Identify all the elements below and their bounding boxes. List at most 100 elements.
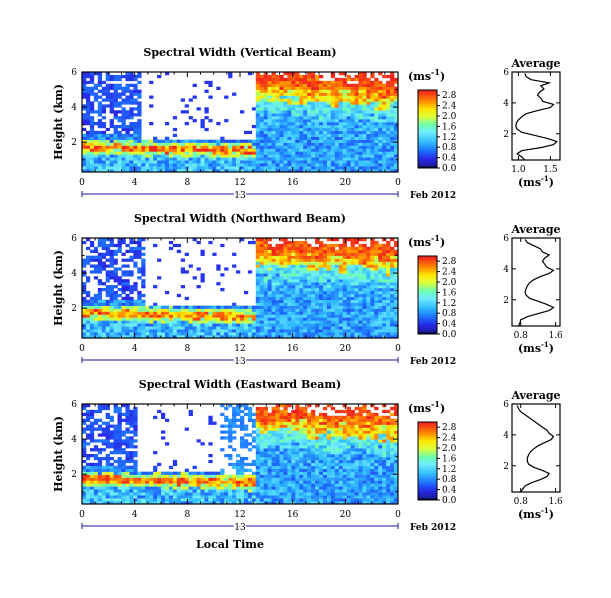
heatmap-cell	[378, 98, 383, 102]
heatmap-cell	[161, 160, 166, 164]
heatmap-cell	[271, 160, 276, 164]
heatmap-cell	[386, 335, 391, 339]
heatmap-cell	[322, 285, 328, 289]
heatmap-cell	[113, 261, 118, 265]
heatmap-cell	[216, 314, 221, 318]
heatmap-cell	[137, 477, 142, 481]
heatmap-cell	[366, 246, 371, 251]
heatmap-cell	[263, 290, 268, 295]
heatmap-cell	[370, 293, 375, 298]
heatmap-cell	[82, 427, 87, 431]
heatmap-cell	[271, 74, 276, 79]
heatmap-cell	[338, 273, 343, 277]
heatmap-cell	[145, 326, 150, 330]
heatmap-cell	[216, 151, 221, 155]
heatmap-cell	[362, 249, 367, 253]
heatmap-cell	[196, 240, 201, 245]
heatmap-cell	[228, 160, 233, 164]
heatmap-cell	[386, 107, 391, 111]
heatmap-cell	[109, 335, 114, 339]
heatmap-cell	[374, 267, 379, 271]
heatmap-cell	[366, 124, 371, 129]
heatmap-cell	[172, 154, 178, 158]
heatmap-cell	[172, 116, 178, 120]
heatmap-cell	[161, 412, 166, 417]
colorbar-segment	[418, 263, 437, 267]
heatmap-cell	[208, 486, 213, 490]
heatmap-cell	[346, 89, 351, 93]
heatmap-cell	[334, 122, 340, 126]
heatmap-cell	[200, 335, 205, 339]
heatmap-cell	[157, 308, 162, 312]
heatmap-cell	[315, 270, 320, 274]
heatmap-cell	[354, 145, 359, 149]
heatmap-cell	[291, 80, 296, 85]
colorbar-segment	[418, 150, 437, 153]
heatmap-cell	[362, 273, 367, 277]
heatmap-cell	[283, 77, 288, 82]
heatmap-cell	[97, 471, 103, 475]
heatmap-cell	[236, 454, 241, 458]
heatmap-cell	[82, 151, 87, 155]
heatmap-cell	[382, 86, 387, 90]
heatmap-cell	[85, 329, 91, 333]
heatmap-cell	[153, 474, 158, 478]
heatmap-cell	[236, 409, 241, 414]
heatmap-cell	[307, 130, 312, 135]
heatmap-cell	[192, 465, 197, 469]
heatmap-cell	[204, 320, 209, 324]
heatmap-cell	[149, 157, 154, 161]
heatmap-cell	[354, 335, 359, 339]
heatmap-cell	[172, 169, 178, 173]
heatmap-cell	[334, 124, 340, 129]
colorbar-unit: (ms-1)	[408, 67, 445, 83]
heatmap-cell	[117, 451, 122, 455]
heatmap-cell	[259, 317, 264, 321]
heatmap-cell	[137, 471, 142, 475]
heatmap-cell	[141, 326, 146, 330]
heatmap-cell	[315, 104, 320, 108]
heatmap-cell	[322, 302, 328, 306]
heatmap-cell	[168, 480, 174, 484]
heatmap-cell	[113, 160, 118, 164]
heatmap-cell	[263, 299, 268, 303]
heatmap-cell	[334, 302, 340, 306]
heatmap-cell	[279, 151, 284, 155]
heatmap-cell	[362, 288, 367, 292]
heatmap-cell	[113, 409, 118, 414]
heatmap-cell	[322, 98, 328, 102]
heatmap-cell	[295, 157, 300, 161]
heatmap-cell	[390, 299, 395, 303]
heatmap-cell	[370, 320, 375, 324]
heatmap-cell	[358, 127, 363, 132]
heatmap-cell	[303, 255, 308, 259]
heatmap-cell	[247, 160, 253, 164]
heatmap-cell	[85, 436, 91, 440]
heatmap-cell	[326, 290, 332, 295]
heatmap-cell	[85, 113, 91, 117]
heatmap-cell	[117, 320, 122, 324]
heatmap-cell	[334, 323, 340, 327]
heatmap-cell	[101, 471, 106, 475]
heatmap-cell	[374, 89, 379, 93]
heatmap-cell	[315, 326, 320, 330]
heatmap-cell	[243, 154, 249, 158]
heatmap-cell	[255, 302, 261, 306]
heatmap-cell	[374, 273, 379, 277]
heatmap-cell	[334, 255, 340, 259]
heatmap-cell	[117, 148, 122, 152]
heatmap-cell	[89, 326, 95, 330]
heatmap-cell	[307, 83, 312, 87]
heatmap-cell	[326, 127, 332, 132]
heatmap-cell	[240, 335, 245, 339]
heatmap-cell	[370, 273, 375, 277]
heatmap-cell	[394, 252, 399, 256]
heatmap-cell	[394, 101, 399, 105]
heatmap-cell	[172, 329, 178, 333]
heatmap-cell	[334, 282, 340, 286]
heatmap-cell	[362, 92, 367, 96]
heatmap-cell	[172, 474, 178, 478]
heatmap-cell	[105, 474, 110, 478]
heatmap-cell	[386, 320, 391, 324]
